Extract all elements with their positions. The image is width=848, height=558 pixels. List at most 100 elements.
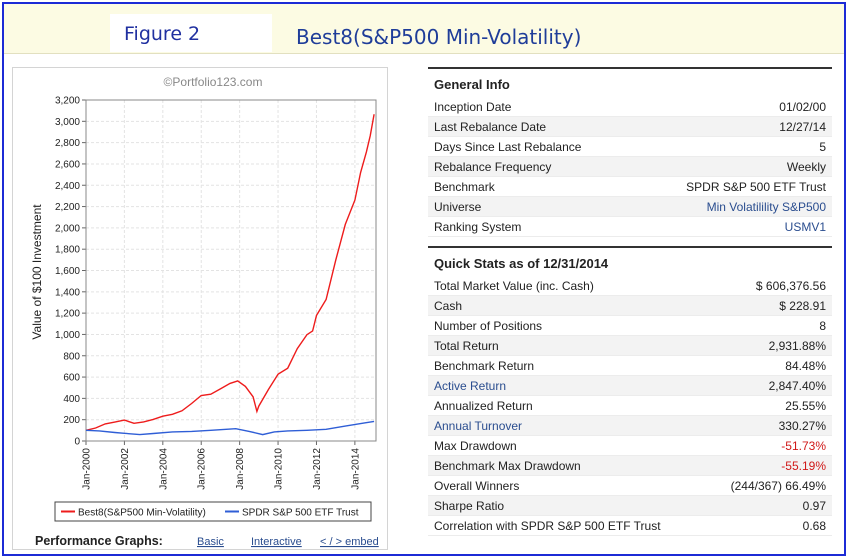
x-tick-label: Jan-2014 [350, 448, 361, 490]
stat-row: Correlation with SPDR S&P 500 ETF Trust 0… [428, 516, 832, 536]
x-tick-label: Jan-2004 [158, 448, 169, 490]
stat-label: Rebalance Frequency [434, 159, 552, 174]
y-tick-label: 800 [63, 351, 80, 362]
series-line-best8 [85, 114, 375, 431]
stat-row: Max Drawdown -51.73% [428, 436, 832, 456]
stat-label: Total Market Value (inc. Cash) [434, 278, 594, 293]
chart-series [85, 114, 375, 436]
y-tick-label: 1,800 [55, 245, 80, 256]
stat-label: Sharpe Ratio [434, 498, 505, 513]
stat-value: 25.55% [785, 398, 826, 413]
stat-label: Number of Positions [434, 318, 543, 333]
stat-row: Number of Positions 8 [428, 316, 832, 336]
stat-value: 0.97 [802, 498, 826, 513]
y-tick-label: 2,600 [55, 159, 80, 170]
y-tick-label: 2,000 [55, 223, 80, 234]
stat-row: Overall Winners (244/367) 66.49% [428, 476, 832, 496]
stat-label: Benchmark [434, 179, 495, 194]
series-line-spdr [85, 420, 375, 436]
stat-label: Days Since Last Rebalance [434, 139, 582, 154]
stat-row: Universe Min Volatilility S&P500 [428, 197, 832, 217]
y-tick-label: 2,200 [55, 202, 80, 213]
stat-row: Benchmark Max Drawdown -55.19% [428, 456, 832, 476]
figure-label: Figure 2 [124, 23, 201, 45]
stat-value: -51.73% [781, 438, 826, 453]
x-tick-label: Jan-2002 [120, 448, 131, 490]
stat-row: Active Return 2,847.40% [428, 376, 832, 396]
stat-label: Benchmark Max Drawdown [434, 458, 581, 473]
link-interactive[interactable]: Interactive [251, 536, 302, 548]
x-axis-ticks: Jan-2000 Jan-2002 Jan-2004 Jan-2006 Jan-2008… [82, 441, 361, 490]
y-tick-label: 1,000 [55, 330, 80, 341]
y-tick-label: 2,800 [55, 138, 80, 149]
link-basic[interactable]: Basic [197, 536, 224, 548]
stat-value: 2,847.40% [768, 378, 826, 393]
y-tick-label: 1,400 [55, 287, 80, 298]
plot-area-border [85, 99, 377, 442]
stat-label[interactable]: Active Return [434, 378, 507, 393]
stat-row: Last Rebalance Date 12/27/14 [428, 117, 832, 137]
quick-stats-title: Quick Stats as of 12/31/2014 [428, 246, 832, 276]
stat-row: Sharpe Ratio 0.97 [428, 496, 832, 516]
stat-row: Days Since Last Rebalance 5 [428, 137, 832, 157]
stat-label: Annualized Return [434, 398, 533, 413]
stat-value[interactable]: Min Volatilility S&P500 [706, 199, 826, 214]
y-tick-label: 400 [63, 394, 80, 405]
page-title: Best8(S&P500 Min-Volatility) [296, 25, 582, 49]
stat-value: 01/02/00 [779, 99, 826, 114]
legend-label-spdr: SPDR S&P 500 ETF Trust [242, 508, 359, 519]
stat-row: Total Market Value (inc. Cash) $ 606,376.… [428, 276, 832, 296]
stat-value: $ 606,376.56 [755, 278, 826, 293]
stat-value: SPDR S&P 500 ETF Trust [686, 179, 826, 194]
stat-row: Inception Date 01/02/00 [428, 97, 832, 117]
stat-label: Total Return [434, 338, 499, 353]
quick-stats-table: Total Market Value (inc. Cash) $ 606,376.… [428, 276, 832, 536]
x-tick-label: Jan-2012 [312, 448, 323, 490]
stat-label[interactable]: Annual Turnover [434, 418, 523, 433]
y-tick-label: 200 [63, 415, 80, 426]
stat-value: -55.19% [781, 458, 826, 473]
stat-value: (244/367) 66.49% [730, 478, 826, 493]
performance-graphs-label: Performance Graphs: [35, 534, 163, 548]
x-tick-label: Jan-2010 [274, 448, 285, 490]
stat-label: Cash [434, 298, 463, 313]
stat-value: 84.48% [785, 358, 826, 373]
y-tick-label: 2,400 [55, 181, 80, 192]
y-tick-label: 0 [74, 437, 80, 448]
stat-value: $ 228.91 [779, 298, 826, 313]
chart-watermark: ©Portfolio123.com [164, 75, 263, 89]
link-embed[interactable]: < / > embed [320, 536, 379, 548]
y-axis-label: Value of $100 Investment [30, 204, 44, 340]
chart-legend: Best8(S&P500 Min-Volatility) SPDR S&P 50… [54, 501, 372, 522]
stat-row: Annualized Return 25.55% [428, 396, 832, 416]
figure-label-box: Figure 2 [110, 14, 272, 52]
stat-value: 8 [819, 318, 826, 333]
stat-row: Total Return 2,931.88% [428, 336, 832, 356]
stat-label: Ranking System [434, 219, 522, 234]
performance-chart: ©Portfolio123.com 0 200 400 600 800 1,000 1,20… [30, 75, 379, 548]
stat-value: 0.68 [802, 518, 826, 533]
stat-value[interactable]: USMV1 [784, 219, 826, 234]
stat-label: Correlation with SPDR S&P 500 ETF Trust [434, 518, 661, 533]
stat-label: Last Rebalance Date [434, 119, 547, 134]
stat-row: Annual Turnover 330.27% [428, 416, 832, 436]
legend-label-best8: Best8(S&P500 Min-Volatility) [78, 508, 206, 519]
stat-value: Weekly [786, 159, 826, 174]
y-tick-label: 1,600 [55, 266, 80, 277]
stat-row: Ranking System USMV1 [428, 217, 832, 237]
stat-row: Rebalance Frequency Weekly [428, 157, 832, 177]
stat-label: Universe [434, 199, 482, 214]
y-tick-label: 3,200 [55, 96, 80, 107]
x-tick-label: Jan-2006 [197, 448, 208, 490]
stat-label: Overall Winners [434, 478, 520, 493]
stat-label: Benchmark Return [434, 358, 535, 373]
stat-value: 5 [819, 139, 826, 154]
header-bar: Figure 2 Best8(S&P500 Min-Volatility) [4, 4, 844, 54]
general-info-title: General Info [428, 67, 832, 97]
stat-label: Inception Date [434, 99, 512, 114]
chart-panel: ©Portfolio123.com 0 200 400 600 800 1,000 1,20… [12, 67, 388, 550]
stat-value: 2,931.88% [768, 338, 826, 353]
stat-row: Benchmark SPDR S&P 500 ETF Trust [428, 177, 832, 197]
stat-row: Benchmark Return 84.48% [428, 356, 832, 376]
